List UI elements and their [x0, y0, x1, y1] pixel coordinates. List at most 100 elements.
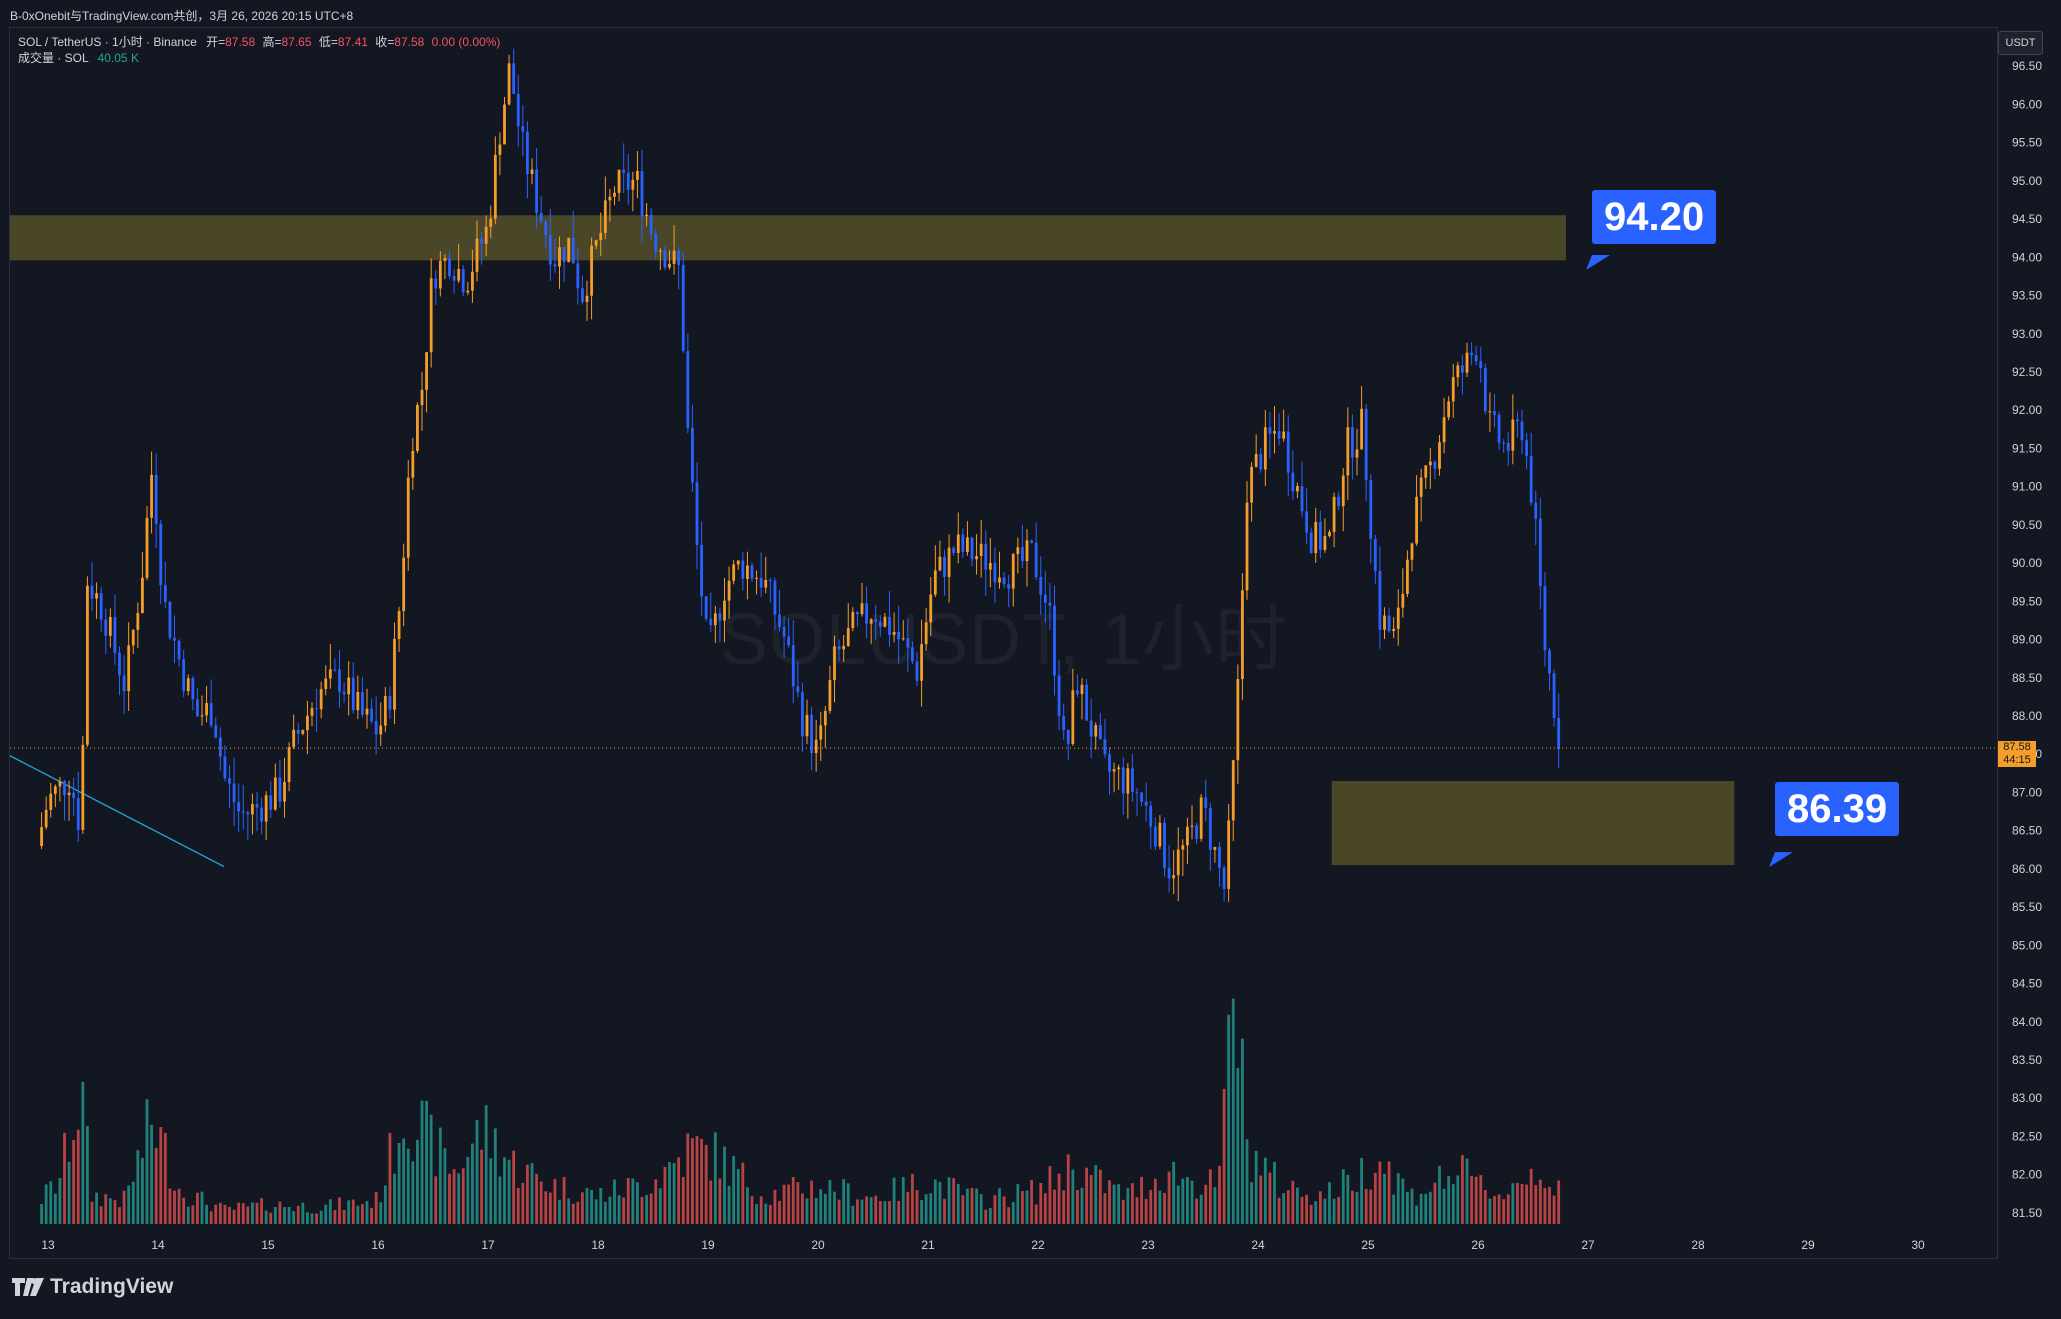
candle-body	[778, 614, 781, 627]
candle-body	[365, 708, 369, 715]
volume-bar	[1236, 1068, 1240, 1224]
volume-bar	[498, 1176, 502, 1224]
candle-body	[842, 645, 846, 650]
time-tick-label: 17	[481, 1238, 495, 1252]
candle-body	[681, 265, 685, 352]
volume-bar	[663, 1166, 667, 1224]
volume-bar	[296, 1205, 300, 1224]
candle-body	[438, 260, 442, 289]
candle-body	[1172, 875, 1176, 879]
volume-bar	[911, 1173, 914, 1224]
volume-bar	[1383, 1173, 1386, 1224]
candle-body	[1062, 715, 1066, 730]
volume-bar	[264, 1210, 268, 1224]
candle-body	[196, 699, 199, 717]
volume-bar	[878, 1201, 882, 1224]
candle-body	[228, 778, 231, 784]
candle-body	[301, 730, 305, 734]
tradingview-brand[interactable]: TradingView	[12, 1275, 173, 1299]
volume-bar	[672, 1162, 676, 1224]
candle-body	[512, 63, 516, 94]
candle-body	[1085, 684, 1088, 721]
candle-body	[306, 715, 309, 731]
volume-bar	[324, 1204, 328, 1224]
candle-body	[416, 405, 419, 451]
volume-bar	[512, 1150, 516, 1224]
volume-bar	[1442, 1188, 1446, 1224]
candle-body	[1419, 477, 1423, 497]
candle-body	[961, 534, 965, 552]
candle-body	[516, 93, 520, 127]
volume-bar	[1419, 1193, 1423, 1224]
candle-body	[237, 802, 241, 812]
volume-bar	[933, 1179, 937, 1224]
price-tick-label: 83.00	[2012, 1091, 2042, 1105]
volume-bar	[700, 1138, 703, 1224]
candle-body	[759, 577, 763, 588]
volume-bar	[1538, 1179, 1542, 1224]
candle-body	[1346, 427, 1350, 476]
candle-body	[315, 708, 318, 710]
volume-bar	[526, 1164, 529, 1224]
candle-body	[943, 556, 946, 577]
volume-bar	[81, 1081, 85, 1224]
candle-body	[622, 169, 626, 173]
volume-bar	[1163, 1192, 1166, 1224]
candle-body	[1277, 431, 1281, 439]
volume-bar	[1373, 1172, 1377, 1224]
candle-body	[1098, 725, 1102, 740]
price-tick-label: 88.50	[2012, 671, 2042, 685]
volume-bar	[686, 1133, 690, 1224]
trendlines	[9, 255, 1793, 868]
candle-body	[553, 264, 557, 267]
volume-bar	[1318, 1191, 1322, 1224]
candle-body	[988, 562, 992, 570]
candle-body	[631, 179, 635, 190]
candle-body	[1117, 767, 1121, 770]
volume-bar	[1048, 1166, 1052, 1224]
price-tick-label: 86.50	[2012, 824, 2042, 838]
candle-body	[750, 565, 754, 579]
candle-body	[328, 669, 332, 679]
candle-body	[1369, 480, 1373, 539]
volume-bar	[814, 1197, 818, 1224]
candle-body	[251, 804, 254, 815]
volume-bar	[425, 1100, 428, 1224]
volume-bar	[1332, 1198, 1336, 1224]
candle-body	[636, 171, 639, 180]
volume-bar	[548, 1192, 552, 1224]
candle-body	[1451, 377, 1455, 402]
candle-body	[49, 793, 53, 810]
volume-bar	[1286, 1190, 1290, 1224]
volume-bar	[1011, 1202, 1015, 1224]
volume-bar	[1502, 1199, 1506, 1224]
candle-body	[292, 729, 296, 748]
candles	[40, 48, 1561, 902]
change-value: 0.00 (0.00%)	[431, 35, 501, 49]
volume-bar	[998, 1188, 1001, 1224]
candle-body	[613, 192, 616, 197]
candle-body	[1222, 867, 1226, 889]
candle-body	[209, 703, 213, 726]
volume-bar	[1351, 1190, 1354, 1224]
candle-body	[370, 708, 373, 722]
volume-bar	[787, 1184, 791, 1224]
volume-bar	[168, 1188, 172, 1224]
currency-button[interactable]: USDT	[1998, 31, 2043, 55]
volume-bar	[1401, 1178, 1405, 1224]
volume-bar	[182, 1197, 186, 1224]
candle-body	[1291, 472, 1295, 492]
candle-body	[150, 474, 153, 518]
candle-body	[104, 619, 108, 636]
candle-body	[1488, 411, 1492, 413]
volume-bar	[741, 1162, 745, 1224]
candle-body	[718, 613, 722, 621]
volume-bar	[1213, 1187, 1217, 1224]
candle-body	[856, 611, 859, 615]
candle-body	[736, 560, 740, 565]
candle-body	[333, 669, 337, 671]
candle-body	[998, 577, 1001, 583]
volume-bar	[1021, 1191, 1024, 1224]
volume-bar	[338, 1197, 341, 1224]
